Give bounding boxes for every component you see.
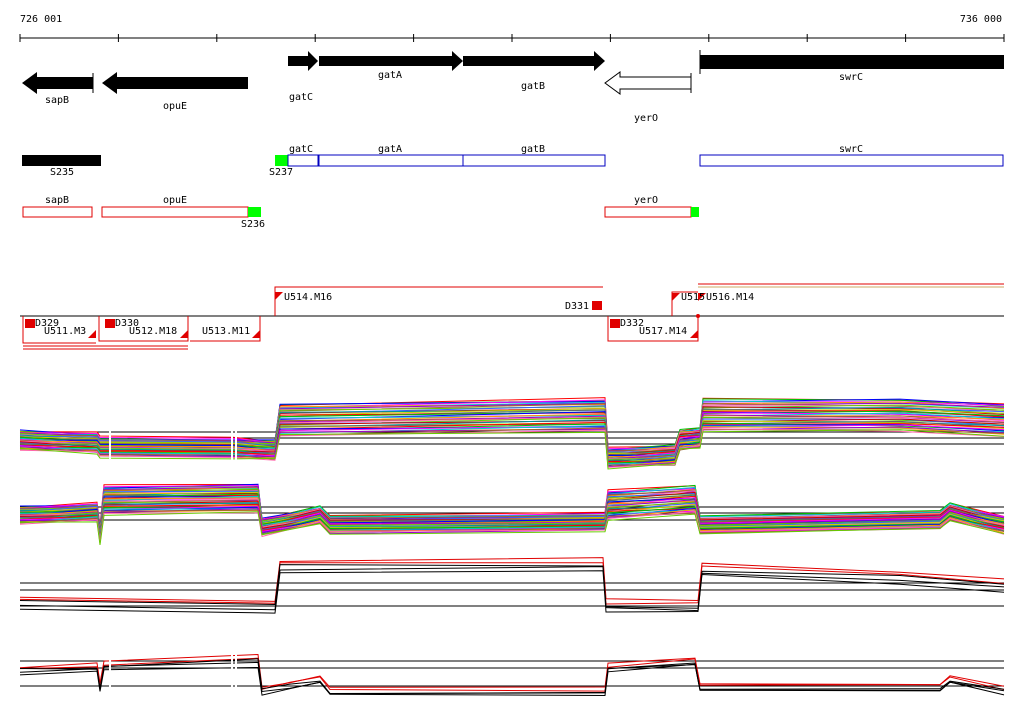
expression-trace	[19, 663, 1005, 697]
transcript-label: D329	[35, 318, 59, 329]
expression-trace	[19, 653, 1005, 688]
expression-trace	[19, 566, 1005, 612]
ruler-start: 726 001	[20, 14, 62, 25]
transcript-label: U517.M14	[639, 326, 687, 337]
feature-label: sapB	[45, 195, 69, 206]
expression-trace	[19, 658, 1005, 695]
transcript-label: U511.M3	[44, 326, 86, 337]
gene-label: gatB	[521, 81, 545, 92]
segment-label: S236	[241, 219, 265, 230]
transcript-label: D330	[115, 318, 139, 329]
feature-label: opuE	[163, 195, 187, 206]
transcript-label: D332	[620, 318, 644, 329]
transcript-label: U513.M11	[202, 326, 250, 337]
feature-label: yerO	[634, 195, 658, 206]
expression-trace	[19, 429, 1005, 470]
transcript-label: U512.M18	[129, 326, 177, 337]
ruler-end: 736 000	[960, 14, 1002, 25]
expression-trace	[19, 511, 1005, 545]
feature-label: gatB	[521, 144, 545, 155]
expression-trace	[19, 557, 1005, 602]
segment-label: S237	[269, 167, 293, 178]
transcript-label: U515	[681, 292, 705, 303]
transcript-label: U514.M16	[284, 292, 332, 303]
gene-label: sapB	[45, 95, 69, 106]
expression-traces	[19, 397, 1005, 697]
transcription-track: U514.M16 D331 U515 U516.M14 D329 U511.M3…	[20, 283, 1004, 350]
feature-label: swrC	[839, 144, 863, 155]
feature-label: gatC	[289, 144, 313, 155]
gene-label: opuE	[163, 101, 187, 112]
transcript-label: D331	[565, 301, 589, 312]
ruler: 726 001 736 000	[19, 14, 1005, 42]
gene-label: yerO	[634, 113, 658, 124]
expression-trace	[19, 570, 1005, 614]
feature-label: gatA	[378, 144, 402, 155]
gene-label: swrC	[839, 72, 863, 83]
gene-arrows: sapB opuE gatC gatA gatB yerO swrC	[22, 50, 1004, 124]
features: S235 S237 gatC gatA gatB swrC sapB opuE …	[22, 144, 1004, 230]
gene-label: gatC	[289, 92, 313, 103]
segment-label: S235	[50, 167, 74, 178]
gene-label: gatA	[378, 70, 402, 81]
transcript-label: U516.M14	[706, 292, 754, 303]
